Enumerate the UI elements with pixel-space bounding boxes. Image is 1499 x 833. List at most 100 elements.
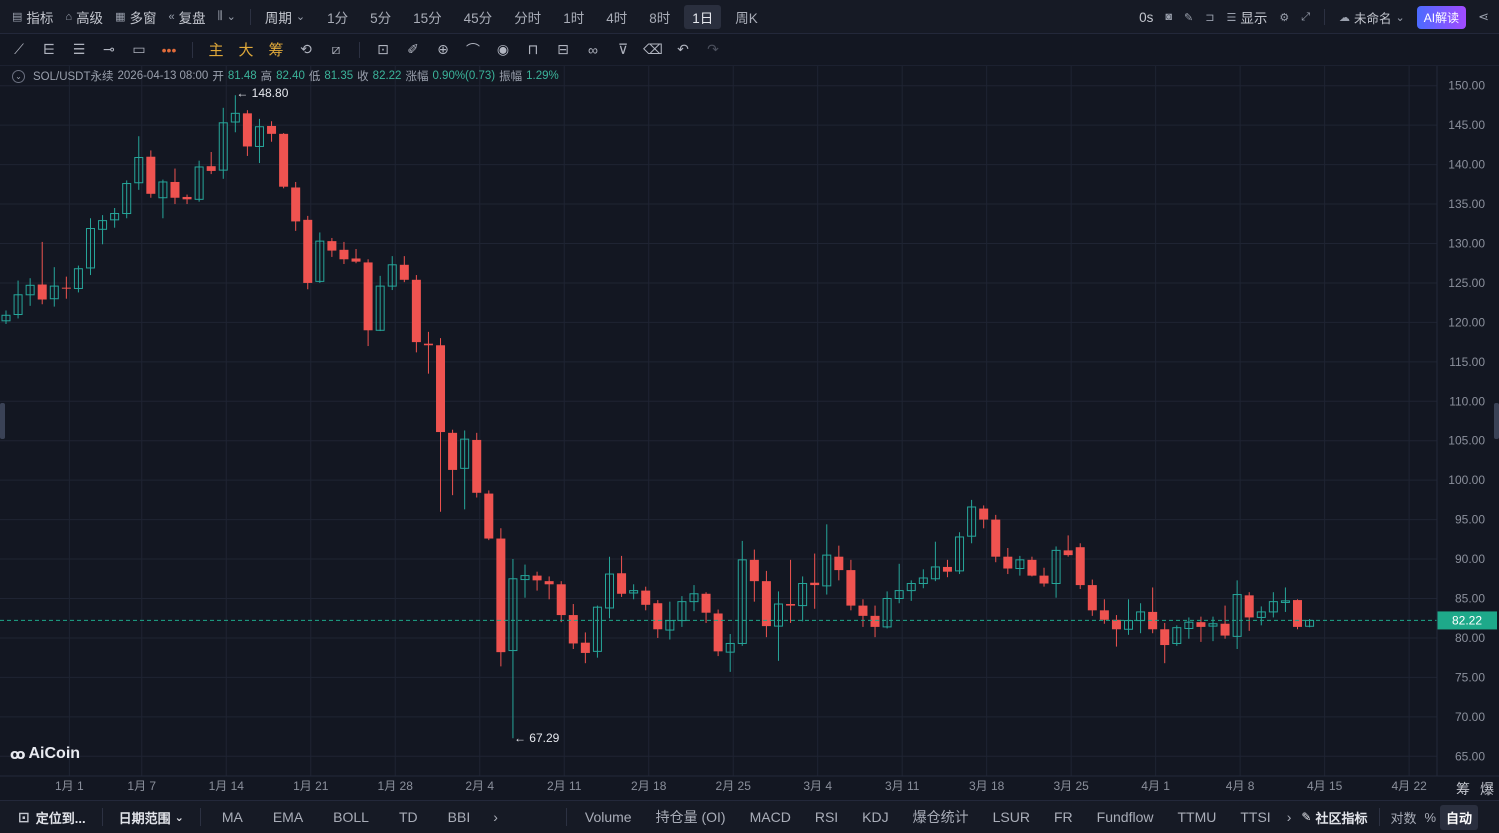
chevron-down-icon[interactable]: ⌄ xyxy=(12,69,25,83)
advanced-button[interactable]: ⌂ 高级 xyxy=(59,5,109,29)
save-template-tool[interactable]: ⊟ xyxy=(548,36,578,64)
candle-body xyxy=(1063,550,1073,556)
chart-type-dropdown[interactable]: ⫼ ⌄ xyxy=(212,5,242,29)
delete-tool[interactable]: ⌫ xyxy=(638,36,668,64)
chip-distribution-tool[interactable]: 筹 xyxy=(268,42,284,59)
locate-button[interactable]: ⊡ 定位到... xyxy=(0,808,96,827)
link-icon: ∞ xyxy=(588,41,598,58)
indicator-item[interactable]: FR xyxy=(1053,809,1073,825)
indicator-item[interactable]: MA xyxy=(221,809,243,825)
screenshot-button[interactable]: ◙ xyxy=(1159,5,1178,29)
date-range-dropdown[interactable]: 日期范围 ⌄ xyxy=(109,808,194,827)
candle xyxy=(484,490,494,541)
candle-body xyxy=(122,183,132,215)
horizontal-line-tool[interactable]: ⊸ xyxy=(94,36,124,64)
layout-button[interactable]: ⊐ xyxy=(1199,5,1220,29)
edit-button[interactable]: ✎ xyxy=(1178,5,1199,29)
community-indicators-button[interactable]: ✎ 社区指标 xyxy=(1295,808,1373,827)
period-tab[interactable]: 1日 xyxy=(684,4,722,29)
candle-body xyxy=(496,538,506,653)
magnet-tool[interactable]: ⌒ xyxy=(458,36,488,64)
indicator-item[interactable]: 爆仓统计 xyxy=(912,809,969,825)
candle-body xyxy=(448,432,458,470)
indicator-item[interactable]: LSUR xyxy=(992,809,1030,825)
candle-body xyxy=(689,593,699,603)
rectangle-tool[interactable]: ▭ xyxy=(124,36,154,64)
hide-drawings-tool[interactable]: ◉ xyxy=(488,36,518,64)
display-label: 显示 xyxy=(1240,11,1268,26)
zoom-tool[interactable]: ⊕ xyxy=(428,36,458,64)
candle-body xyxy=(98,220,108,230)
lock-tool[interactable]: ⊓ xyxy=(518,36,548,64)
indicator-item[interactable]: Fundflow xyxy=(1096,809,1154,825)
layout-name: 未命名 xyxy=(1354,11,1392,26)
scroll-right-icon[interactable]: › xyxy=(1286,809,1292,825)
multi-window-button[interactable]: ▦ 多窗 xyxy=(109,5,162,29)
main-force-tool[interactable]: 主 xyxy=(208,42,224,59)
indicator-item[interactable]: Volume xyxy=(584,809,632,825)
parallel-channel-tool[interactable]: ⋿ xyxy=(34,36,64,64)
list-icon: ☰ xyxy=(1226,11,1237,24)
indicator-item[interactable]: TTMU xyxy=(1177,809,1217,825)
cloud-save-dropdown[interactable]: ☁ 未命名 ⌄ xyxy=(1333,5,1411,29)
fullscreen-button[interactable]: ⤢ xyxy=(1295,5,1316,29)
period-tab[interactable]: 8时 xyxy=(649,10,671,26)
candle-body xyxy=(1003,556,1013,569)
redo-button[interactable]: ↷ xyxy=(698,36,728,64)
display-button[interactable]: ☰ 显示 xyxy=(1220,5,1273,29)
settings-button[interactable]: ⚙ xyxy=(1273,5,1295,29)
period-tab[interactable]: 分时 xyxy=(514,10,542,26)
candle xyxy=(955,532,965,575)
candle-body xyxy=(37,284,47,300)
indicator-item[interactable]: RSI xyxy=(814,809,839,825)
indicators-button[interactable]: ▤ 指标 xyxy=(6,5,59,29)
log-scale-toggle[interactable]: 对数 xyxy=(1390,810,1417,826)
candlestick-chart[interactable]: 82.22← 148.80← 67.29 150.00145.00140.001… xyxy=(0,66,1499,800)
candle-body xyxy=(810,582,820,586)
indicator-item[interactable]: BOLL xyxy=(333,809,369,825)
scroll-right-icon[interactable]: › xyxy=(493,809,498,825)
indicator-item[interactable]: EMA xyxy=(272,809,304,825)
replay-button[interactable]: « 复盘 xyxy=(162,5,211,29)
period-tab[interactable]: 15分 xyxy=(413,10,442,26)
left-panel-handle[interactable] xyxy=(0,403,5,439)
period-tab[interactable]: 45分 xyxy=(463,10,493,26)
period-tab[interactable]: 1时 xyxy=(563,10,585,26)
period-tab[interactable]: 1分 xyxy=(327,10,349,26)
big-order-tool[interactable]: 大 xyxy=(238,42,254,59)
indicator-item[interactable]: BBI xyxy=(447,809,471,825)
x-tick-label: 2月 18 xyxy=(631,779,667,793)
right-panel-handle[interactable] xyxy=(1494,403,1499,439)
trend-line-tool[interactable]: ⟋ xyxy=(4,36,34,64)
share-button[interactable]: ⋖ xyxy=(1472,5,1495,29)
more-tools[interactable]: ••• xyxy=(154,36,184,64)
layout-icon: ⊐ xyxy=(1205,11,1215,24)
candle-body xyxy=(170,181,180,198)
candle-body xyxy=(303,219,313,283)
indicator-item[interactable]: 持仓量 (OI) xyxy=(655,809,726,825)
period-tab[interactable]: 4时 xyxy=(606,10,628,26)
period-tab[interactable]: 周K xyxy=(735,10,758,26)
percent-scale-toggle[interactable]: % xyxy=(1424,809,1437,825)
measure-tool[interactable]: ⧄ xyxy=(321,36,351,64)
indicator-item[interactable]: TTSI xyxy=(1240,809,1271,825)
ohlc-legend: ⌄ SOL/USDT永续 2026-04-13 08:00 开 81.48 高 82… xyxy=(12,68,559,84)
period-tab[interactable]: 5分 xyxy=(370,10,392,26)
undo-button[interactable]: ↶ xyxy=(668,36,698,64)
period-dropdown[interactable]: 周期 ⌄ xyxy=(259,5,311,29)
indicator-item[interactable]: KDJ xyxy=(862,809,889,825)
indicator-item[interactable]: MACD xyxy=(749,809,791,825)
ai-interpret-button[interactable]: AI解读 xyxy=(1416,5,1467,29)
indicator-item[interactable]: TD xyxy=(398,809,418,825)
cycle-tool[interactable]: ⟲ xyxy=(291,36,321,64)
candle xyxy=(363,259,373,347)
auto-scale-toggle[interactable]: 自动 xyxy=(1440,804,1479,830)
text-tool[interactable]: ⊡ xyxy=(368,36,398,64)
y-tick-label: 90.00 xyxy=(1455,552,1485,566)
candle-body xyxy=(617,573,627,594)
filter-tool[interactable]: ⊽ xyxy=(608,36,638,64)
candle xyxy=(448,429,458,496)
horizontal-lines-tool[interactable]: ☰ xyxy=(64,36,94,64)
brush-tool[interactable]: ✐ xyxy=(398,36,428,64)
link-tool[interactable]: ∞ xyxy=(578,36,608,64)
